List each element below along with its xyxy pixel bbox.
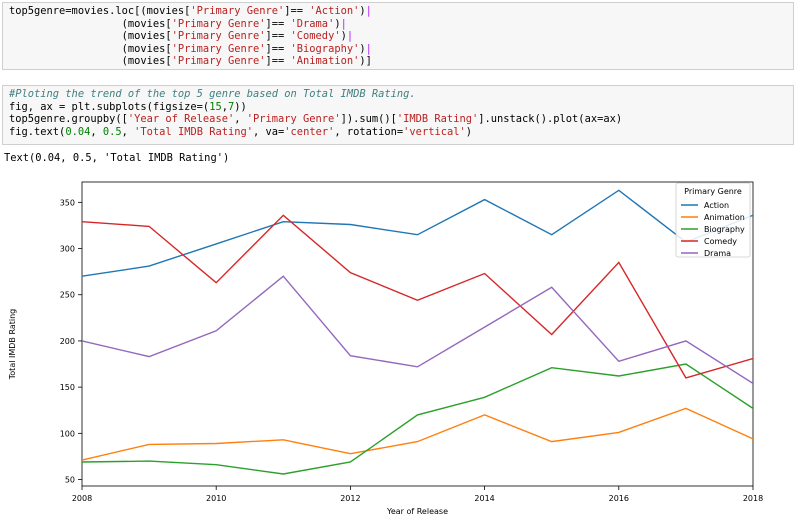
code-token: ]== bbox=[265, 55, 291, 67]
code-token: 'Year of Release' bbox=[127, 113, 235, 125]
series-line-animation bbox=[82, 407, 753, 461]
code-token: 'center' bbox=[284, 125, 335, 138]
code-token: , va= bbox=[253, 125, 285, 138]
code-token: ]== bbox=[265, 30, 291, 42]
code-line: top5genre=movies.loc[(movies['Primary Ge… bbox=[9, 5, 787, 18]
y-tick-label: 250 bbox=[60, 291, 75, 300]
code-token: 'Primary Genre' bbox=[190, 5, 285, 17]
code-token: ) bbox=[334, 17, 341, 30]
legend-title: Primary Genre bbox=[684, 187, 742, 196]
x-tick-label: 2008 bbox=[72, 494, 92, 503]
legend-label-comedy: Comedy bbox=[704, 237, 737, 246]
code-token: | bbox=[365, 42, 372, 55]
code-token: 'Drama' bbox=[290, 17, 335, 30]
code-token: ) bbox=[340, 30, 347, 42]
x-tick-label: 2016 bbox=[609, 494, 629, 503]
y-axis-label: Total IMDB Rating bbox=[8, 309, 17, 380]
code-line: (movies['Primary Genre']== 'Drama')| bbox=[9, 18, 787, 31]
code-editor-filter[interactable]: top5genre=movies.loc[(movies['Primary Ge… bbox=[3, 3, 793, 70]
code-token: 'Comedy' bbox=[290, 30, 341, 42]
code-token: 'Action' bbox=[309, 5, 360, 17]
code-token: 'Total IMDB Rating' bbox=[134, 125, 254, 138]
code-token: (movies[ bbox=[9, 55, 172, 67]
y-tick-label: 150 bbox=[60, 383, 75, 392]
code-token: 0.04 bbox=[65, 125, 91, 138]
series-line-action bbox=[82, 189, 753, 277]
code-token: (movies[ bbox=[9, 42, 172, 55]
code-token: , bbox=[221, 100, 228, 113]
code-token: 'Primary Genre' bbox=[246, 113, 341, 125]
code-editor-plot[interactable]: #Ploting the trend of the top 5 genre ba… bbox=[3, 86, 793, 140]
code-token: ]== bbox=[265, 42, 291, 55]
code-token: ) bbox=[465, 125, 472, 138]
code-token: ]== bbox=[284, 5, 310, 17]
series-line-biography bbox=[82, 363, 753, 475]
code-token: 15 bbox=[209, 100, 222, 113]
code-token: )) bbox=[234, 100, 247, 113]
legend-label-drama: Drama bbox=[704, 249, 731, 258]
line-chart: 2008 2010 2012 2014 2016 2018 50 100 150 200 250 30… bbox=[8, 181, 763, 516]
code-token: , bbox=[234, 113, 247, 125]
code-token: (movies[ bbox=[9, 30, 172, 42]
code-token: 0.5 bbox=[102, 125, 122, 138]
code-line: top5genre.groupby(['Year of Release', 'P… bbox=[9, 113, 787, 126]
y-tick-label: 50 bbox=[65, 476, 75, 485]
code-line: fig, ax = plt.subplots(figsize=(15,7)) bbox=[9, 101, 787, 114]
code-token: | bbox=[365, 5, 372, 17]
code-token: ) bbox=[359, 42, 366, 55]
code-token: 'vertical' bbox=[403, 125, 466, 138]
x-tick-label: 2018 bbox=[743, 494, 763, 503]
x-tick-label: 2014 bbox=[474, 494, 494, 503]
code-token: 7 bbox=[227, 100, 235, 113]
code-token: fig.text( bbox=[9, 125, 66, 138]
code-token: , bbox=[121, 125, 135, 138]
code-token: ]).sum()[ bbox=[340, 113, 397, 125]
code-line: fig.text(0.04, 0.5, 'Total IMDB Rating',… bbox=[9, 126, 787, 139]
y-tick-label: 100 bbox=[60, 429, 75, 438]
cell-output-text: Text(0.04, 0.5, 'Total IMDB Rating') bbox=[4, 152, 230, 164]
code-line: (movies['Primary Genre']== 'Biography')| bbox=[9, 43, 787, 56]
code-token: 'Primary Genre' bbox=[171, 42, 266, 55]
code-token: 'Biography' bbox=[290, 42, 360, 55]
legend-label-biography: Biography bbox=[704, 225, 745, 234]
code-token: | bbox=[346, 30, 354, 42]
code-line: (movies['Primary Genre']== 'Comedy')| bbox=[9, 30, 787, 43]
code-token: #Ploting the trend of the top 5 genre ba… bbox=[9, 88, 416, 100]
code-token: 'Primary Genre' bbox=[171, 17, 266, 30]
code-token: )] bbox=[359, 55, 372, 67]
code-token: | bbox=[340, 17, 347, 30]
code-token: 'IMDB Rating' bbox=[396, 113, 479, 125]
code-line: (movies['Primary Genre']== 'Animation')] bbox=[9, 55, 787, 68]
x-tick-label: 2012 bbox=[340, 494, 360, 503]
code-token: , rotation= bbox=[334, 125, 404, 138]
y-tick-label: 350 bbox=[60, 198, 75, 207]
code-token: top5genre.groupby([ bbox=[9, 113, 128, 125]
x-axis-label: Year of Release bbox=[386, 507, 448, 516]
y-tick-label: 200 bbox=[60, 337, 75, 346]
code-token: ]== bbox=[265, 17, 291, 30]
series-line-drama bbox=[82, 275, 753, 384]
code-token: fig, ax = plt.subplots(figsize=( bbox=[9, 100, 210, 113]
legend-label-animation: Animation bbox=[704, 213, 745, 222]
code-cell-filter[interactable]: top5genre=movies.loc[(movies['Primary Ge… bbox=[2, 2, 794, 70]
code-token: 'Primary Genre' bbox=[171, 30, 266, 42]
code-token: top5genre=movies.loc[(movies[ bbox=[9, 5, 191, 17]
code-token: (movies[ bbox=[9, 17, 172, 30]
y-tick-label: 300 bbox=[60, 245, 75, 254]
code-token: ) bbox=[359, 5, 366, 17]
code-token: ].unstack().plot(ax=ax) bbox=[478, 113, 623, 125]
code-token: , bbox=[90, 125, 103, 138]
code-token: 'Animation' bbox=[290, 55, 360, 67]
legend-label-action: Action bbox=[704, 201, 729, 210]
code-line: #Ploting the trend of the top 5 genre ba… bbox=[9, 88, 787, 101]
code-cell-plot[interactable]: #Ploting the trend of the top 5 genre ba… bbox=[2, 85, 794, 145]
series-line-comedy bbox=[82, 214, 753, 379]
legend-box bbox=[675, 182, 751, 258]
code-token: 'Primary Genre' bbox=[171, 55, 266, 67]
plot-area bbox=[81, 181, 754, 487]
x-tick-label: 2010 bbox=[206, 494, 226, 503]
